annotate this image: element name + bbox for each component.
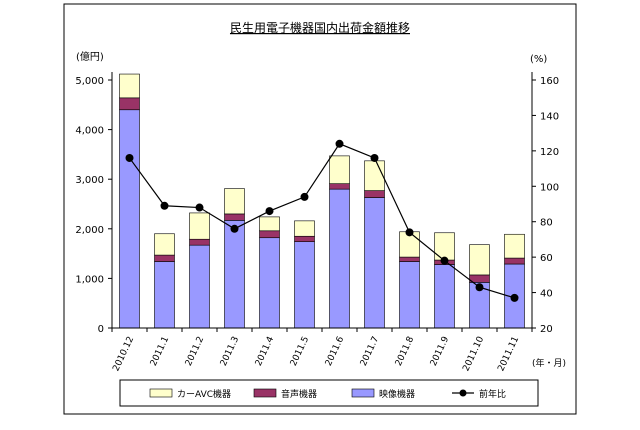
line-point [510, 293, 519, 302]
y-left-tick-label: 5,000 [75, 76, 104, 87]
y-right-tick-labels: 20 40 60 80 100 120 140 160 [540, 76, 559, 335]
bar-segment [154, 261, 175, 329]
axes [108, 72, 536, 332]
y-right-tick-label: 120 [540, 147, 559, 158]
line-point [440, 256, 449, 265]
chart-title: 民生用電子機器国内出荷金額推移 [230, 20, 410, 35]
bar-segment [504, 257, 525, 265]
legend-swatch [149, 388, 173, 398]
line-series [125, 139, 519, 302]
y-right-tick-label: 140 [540, 111, 559, 122]
bar-segment [189, 244, 210, 329]
y-left-tick-label: 0 [98, 324, 104, 335]
chart-border [63, 3, 577, 415]
line-point [370, 153, 379, 162]
legend-label: 音声機器 [281, 388, 317, 400]
y-right-tick-label: 80 [540, 218, 553, 229]
line-series-path [129, 143, 515, 299]
bar-segment [504, 233, 525, 259]
y-left-tick-label: 4,000 [75, 126, 104, 137]
bar-segment [189, 212, 210, 240]
bars [119, 73, 525, 329]
bar-segment [259, 230, 280, 239]
legend-label: 前年比 [479, 388, 506, 400]
line-point [230, 224, 239, 233]
y-left-tick-label: 2,000 [75, 225, 104, 236]
bar-segment [329, 183, 350, 190]
bar-segment [259, 216, 280, 232]
bar-segment [364, 197, 385, 329]
bar-segment [189, 238, 210, 246]
y-left-tick-labels: 0 1,000 2,000 3,000 4,000 5,000 [75, 76, 104, 335]
line-point [265, 207, 274, 216]
bar-segment [434, 232, 455, 261]
legend-label: 映像機器 [379, 388, 415, 400]
line-point [335, 139, 344, 148]
bar-segment [364, 190, 385, 198]
legend: カーAVC機器 音声機器 映像機器 前年比 [119, 379, 539, 407]
bar-segment [364, 160, 385, 191]
line-point [195, 203, 204, 212]
bar-segment [434, 264, 455, 329]
bar-segment [399, 256, 420, 262]
y-left-unit: (億円) [76, 50, 104, 63]
legend-label: カーAVC機器 [177, 388, 231, 400]
bar-segment [224, 188, 245, 215]
bar-segment [154, 254, 175, 262]
bar-segment [119, 97, 140, 111]
y-left-tick-label: 3,000 [75, 175, 104, 186]
line-point [405, 228, 414, 237]
bar-segment [154, 233, 175, 256]
y-right-tick-label: 60 [540, 253, 553, 264]
legend-swatch [351, 388, 375, 398]
y-right-tick-label: 40 [540, 289, 553, 300]
bar-segment [329, 188, 350, 329]
y-right-unit: (%) [530, 54, 547, 65]
bar-segment [294, 220, 315, 237]
line-point [475, 283, 484, 292]
bar-segment [294, 235, 315, 242]
legend-marker [459, 389, 467, 397]
y-left-tick-label: 1,000 [75, 274, 104, 285]
bar-segment [119, 73, 140, 99]
y-right-tick-label: 100 [540, 182, 559, 193]
bar-segment [259, 237, 280, 329]
line-point [125, 153, 134, 162]
x-unit: (年・月) [532, 357, 566, 369]
bar-segment [119, 109, 140, 329]
bar-segment [294, 241, 315, 329]
bar-segment [469, 244, 490, 276]
y-right-tick-label: 160 [540, 76, 559, 87]
bar-segment [224, 220, 245, 329]
line-point [300, 192, 309, 201]
bar-segment [399, 261, 420, 329]
bar-segment [329, 155, 350, 184]
y-right-tick-label: 20 [540, 324, 553, 335]
bar-segment [224, 213, 245, 221]
line-point [160, 201, 169, 210]
legend-swatch [253, 388, 277, 398]
